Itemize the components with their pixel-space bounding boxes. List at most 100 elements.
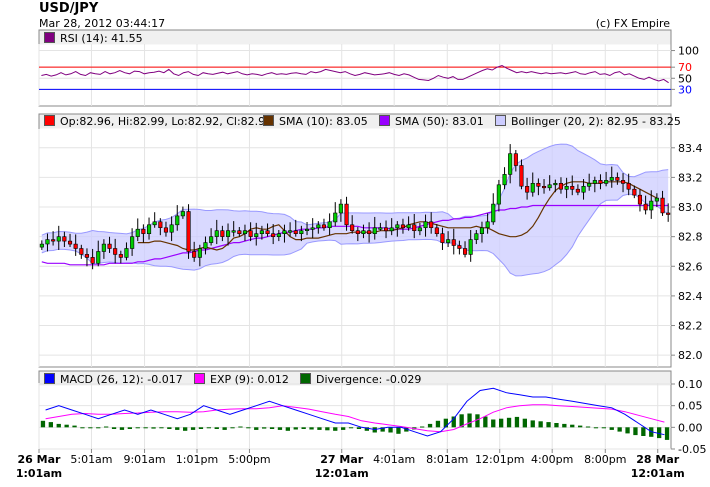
- candle-body: [321, 224, 327, 229]
- xtick-label-date: 1:01am: [16, 467, 62, 480]
- divergence-bar: [198, 427, 204, 429]
- divergence-bar: [88, 427, 93, 429]
- candle-body: [395, 224, 400, 229]
- sma50-legend-swatch: [379, 115, 390, 126]
- candle-body: [101, 243, 106, 252]
- price-ytick-label: 82.0: [678, 349, 703, 362]
- divergence-bar: [530, 420, 535, 428]
- divergence-bar: [40, 420, 46, 428]
- chart-timestamp: Mar 28, 2012 03:44:17: [39, 17, 166, 30]
- xtick-label: 12:01pm: [475, 453, 524, 466]
- divergence-bar: [64, 424, 69, 428]
- candle-body: [637, 194, 643, 205]
- bollinger-band: [41, 144, 669, 276]
- rsi-ytick-label: 30: [678, 83, 692, 96]
- candle-body: [660, 197, 665, 214]
- candle-body: [496, 184, 501, 205]
- xtick-label: 8:01am: [426, 453, 468, 466]
- divergence-bar: [238, 426, 243, 428]
- price-ytick-label: 82.4: [678, 290, 703, 303]
- divergence-bar: [230, 427, 235, 429]
- divergence-bar: [175, 427, 180, 430]
- bollinger-legend-label: Bollinger (20, 2): 82.95 - 83.25: [511, 115, 681, 128]
- candle-body: [147, 224, 152, 235]
- candle-body: [536, 183, 541, 187]
- candle-body: [259, 230, 264, 234]
- sma50-line: [41, 204, 669, 266]
- candle-body: [163, 227, 168, 233]
- candle-body: [367, 230, 372, 234]
- divergence-bar: [262, 427, 267, 429]
- divergence-bar: [546, 422, 551, 428]
- price-ytick-label: 83.4: [678, 142, 703, 155]
- candle-body: [654, 197, 659, 202]
- candle-body: [96, 251, 101, 264]
- sma10-legend-swatch: [263, 115, 274, 126]
- candle-body: [525, 186, 530, 193]
- copyright-notice: (c) FX Empire: [595, 17, 670, 30]
- candle-body: [118, 254, 123, 258]
- candle-body: [231, 230, 236, 233]
- divergence-bar: [72, 425, 77, 428]
- rsi-legend-bar: [39, 30, 671, 45]
- candle-body: [564, 186, 569, 190]
- candle-body: [226, 230, 231, 237]
- candle-body: [479, 227, 485, 235]
- candle-body: [350, 224, 355, 232]
- candle-body: [643, 203, 648, 211]
- divergence-bar: [96, 427, 101, 429]
- candle-body: [338, 203, 343, 214]
- candle-body: [434, 227, 439, 235]
- candle-body: [615, 177, 620, 181]
- candle-body: [423, 221, 428, 229]
- candle-body: [412, 224, 417, 232]
- candle-body: [626, 183, 631, 190]
- sma50-legend-label: SMA (50): 83.01: [395, 115, 484, 128]
- xtick-label: 9:01am: [123, 453, 165, 466]
- candle-body: [135, 228, 140, 237]
- candle-body: [570, 186, 575, 190]
- candle-body: [541, 186, 547, 189]
- macd-ytick-label: -0.05: [678, 443, 706, 456]
- divergence-bar: [562, 423, 567, 428]
- macd-ytick-label: 0.00: [678, 421, 703, 434]
- price-legend-bar: [39, 114, 671, 129]
- candle-body: [310, 227, 315, 230]
- candle-body: [39, 243, 44, 248]
- candle-body: [152, 221, 157, 226]
- xtick-label-date: 12:01am: [631, 467, 685, 480]
- candle-body: [485, 221, 490, 229]
- divergence-bar: [333, 427, 338, 431]
- divergence-bar: [206, 427, 211, 429]
- divergence-bar: [309, 427, 314, 430]
- divergence-bar: [159, 427, 164, 429]
- divergence-bar: [625, 427, 630, 434]
- xtick-label: 8:00pm: [584, 453, 626, 466]
- xtick-label: 4:01am: [373, 453, 415, 466]
- candle-body: [530, 183, 535, 193]
- sma10-legend: SMA (10): 83.05: [263, 115, 368, 129]
- divergence-bar: [427, 423, 433, 428]
- bollinger-lower-line: [41, 193, 669, 277]
- candle-body: [299, 230, 304, 234]
- exp-legend-swatch: [194, 373, 205, 384]
- candle-body: [288, 230, 293, 233]
- candle-body: [130, 236, 135, 249]
- candle-body: [333, 212, 338, 223]
- divergence-bar: [451, 416, 456, 428]
- divergence-bar: [396, 427, 401, 434]
- candle-body: [451, 239, 456, 246]
- divergence-bar: [269, 427, 275, 429]
- candle-body: [141, 228, 146, 234]
- rsi-ytick-label: 70: [678, 61, 692, 74]
- candle-body: [344, 203, 349, 226]
- candle-body: [186, 211, 191, 252]
- candle-body: [62, 236, 67, 242]
- candle-body: [214, 230, 219, 237]
- candle-body: [446, 239, 451, 243]
- divergence-bar: [593, 427, 599, 429]
- candle-body: [107, 243, 112, 249]
- candle-body: [666, 212, 671, 215]
- divergence-bar: [254, 427, 259, 430]
- macd-ytick-label: 0.05: [678, 400, 703, 413]
